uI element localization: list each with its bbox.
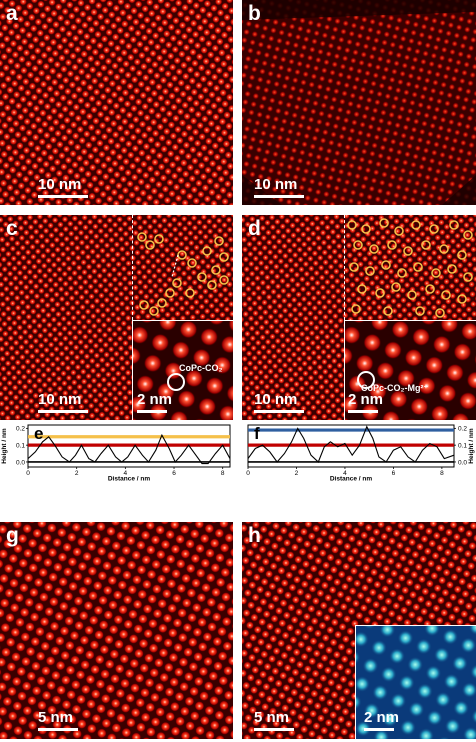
panel-e-chart: 0 2 4 6 8 0.0 0.1 0.2 Distance / nm Height / nm e (1, 424, 231, 482)
panel-c-scalebar: 10 nm (38, 392, 88, 413)
panel-h-stm-image: h 5 nm 2 nm (242, 522, 476, 739)
panel-d-inset-scalebar-text: 2 nm (348, 391, 384, 408)
panel-e-ylabel: Height / nm (1, 428, 8, 464)
panel-f-ytick-label-1: 0.1 (458, 442, 467, 449)
panel-d-label: d (248, 217, 261, 240)
panel-d-inset-label: CoPc-CO₂-Mg²⁺ (361, 383, 429, 393)
panel-c-scalebar-text: 10 nm (38, 391, 82, 408)
panel-f-xtick-label-0: 0 (246, 470, 250, 477)
panel-e-ytick-label-0: 0.0 (16, 459, 25, 466)
panel-f-ytick-label-2: 0.2 (458, 426, 467, 433)
panel-h-scalebar-text: 5 nm (254, 709, 290, 726)
panel-a-scalebar: 10 nm (38, 177, 88, 198)
panel-f-xtick-label-1: 2 (295, 470, 299, 477)
panel-a-stm-image: a 10 nm (0, 0, 233, 205)
panel-g-stm-image: g 5 nm (0, 522, 233, 739)
panel-c-inset-scalebar-text: 2 nm (137, 391, 173, 408)
panel-g-scalebar-text: 5 nm (38, 709, 74, 726)
stm-texture-g (0, 522, 233, 739)
panel-e-xlabel: Distance / nm (108, 476, 150, 482)
panel-f-xtick-label-4: 8 (440, 470, 444, 477)
panel-f-xtick-label-2: 4 (343, 470, 347, 477)
panel-f-height-profile: 0 2 4 6 8 0.0 0.1 0.2 Distance / nm Height / nm f (240, 423, 476, 481)
panel-d-inset-scalebar: 2 nm (348, 392, 383, 413)
panel-e-ytick-label-2: 0.2 (16, 426, 25, 433)
panel-d-inset: CoPc-CO₂-Mg²⁺ (344, 320, 476, 420)
panel-e-xtick-label-3: 6 (172, 470, 176, 477)
panel-b-scalebar: 10 nm (254, 177, 304, 198)
panel-c-dashed-divider (132, 215, 133, 320)
panel-h-label: h (248, 524, 261, 547)
stm-texture-b (242, 0, 476, 205)
stm-texture-a (0, 0, 233, 205)
panel-e-label: e (34, 424, 43, 443)
panel-e-profile-line (27, 433, 231, 465)
panel-f-label: f (254, 424, 260, 443)
panel-f-chart: 0 2 4 6 8 0.0 0.1 0.2 Distance / nm Height / nm f (246, 424, 475, 482)
panel-b-label: b (248, 2, 261, 25)
panel-e-height-profile: 0 2 4 6 8 0.0 0.1 0.2 Distance / nm Height / nm e (0, 423, 236, 481)
panel-h-scalebar: 5 nm (254, 710, 294, 731)
panel-h-inset (355, 625, 476, 739)
panel-h-inset-scalebar: 2 nm (364, 710, 399, 731)
panel-e-ytick-label-1: 0.1 (16, 442, 25, 449)
panel-c-inset-label: CoPc-CO₂ (179, 363, 223, 373)
panel-c-inset-ring (167, 373, 185, 391)
panel-b-scalebar-text: 10 nm (254, 176, 298, 193)
panel-e-xtick-label-2: 4 (124, 470, 128, 477)
panel-f-ytick-label-0: 0.0 (458, 459, 467, 466)
panel-a-label: a (6, 2, 18, 25)
panel-h-inset-scalebar-text: 2 nm (364, 709, 400, 726)
panel-c-label: c (6, 217, 18, 240)
panel-d-inset-ring (357, 371, 375, 389)
panel-c-stm-image: CoPc-CO₂ c 10 nm 2 nm (0, 215, 233, 420)
panel-d-molecule-markers (347, 218, 473, 318)
panel-d-stm-image: CoPc-CO₂-Mg²⁺ d 10 nm 2 nm (242, 215, 476, 420)
panel-d-scalebar-text: 10 nm (254, 391, 298, 408)
panel-h-inset-texture (356, 626, 476, 739)
panel-f-xtick-label-3: 6 (392, 470, 396, 477)
panel-f-ylabel: Height / nm (468, 428, 475, 464)
panel-c-molecule-markers (137, 232, 229, 316)
panel-g-label: g (6, 524, 19, 547)
panel-f-profile-line (247, 425, 455, 463)
panel-e-xtick-label-0: 0 (26, 470, 30, 477)
panel-d-dashed-divider (344, 215, 345, 320)
panel-f-xlabel: Distance / nm (330, 476, 372, 482)
panel-d-inset-texture (345, 321, 476, 420)
panel-e-xtick-label-4: 8 (221, 470, 225, 477)
panel-c-inset: CoPc-CO₂ (132, 320, 233, 420)
panel-b-stm-image: b 10 nm (242, 0, 476, 205)
panel-e-xtick-label-1: 2 (75, 470, 79, 477)
panel-d-scalebar: 10 nm (254, 392, 304, 413)
panel-g-scalebar: 5 nm (38, 710, 78, 731)
panel-c-inset-scalebar: 2 nm (137, 392, 172, 413)
panel-c-inset-texture (133, 321, 233, 420)
panel-a-scalebar-text: 10 nm (38, 176, 82, 193)
